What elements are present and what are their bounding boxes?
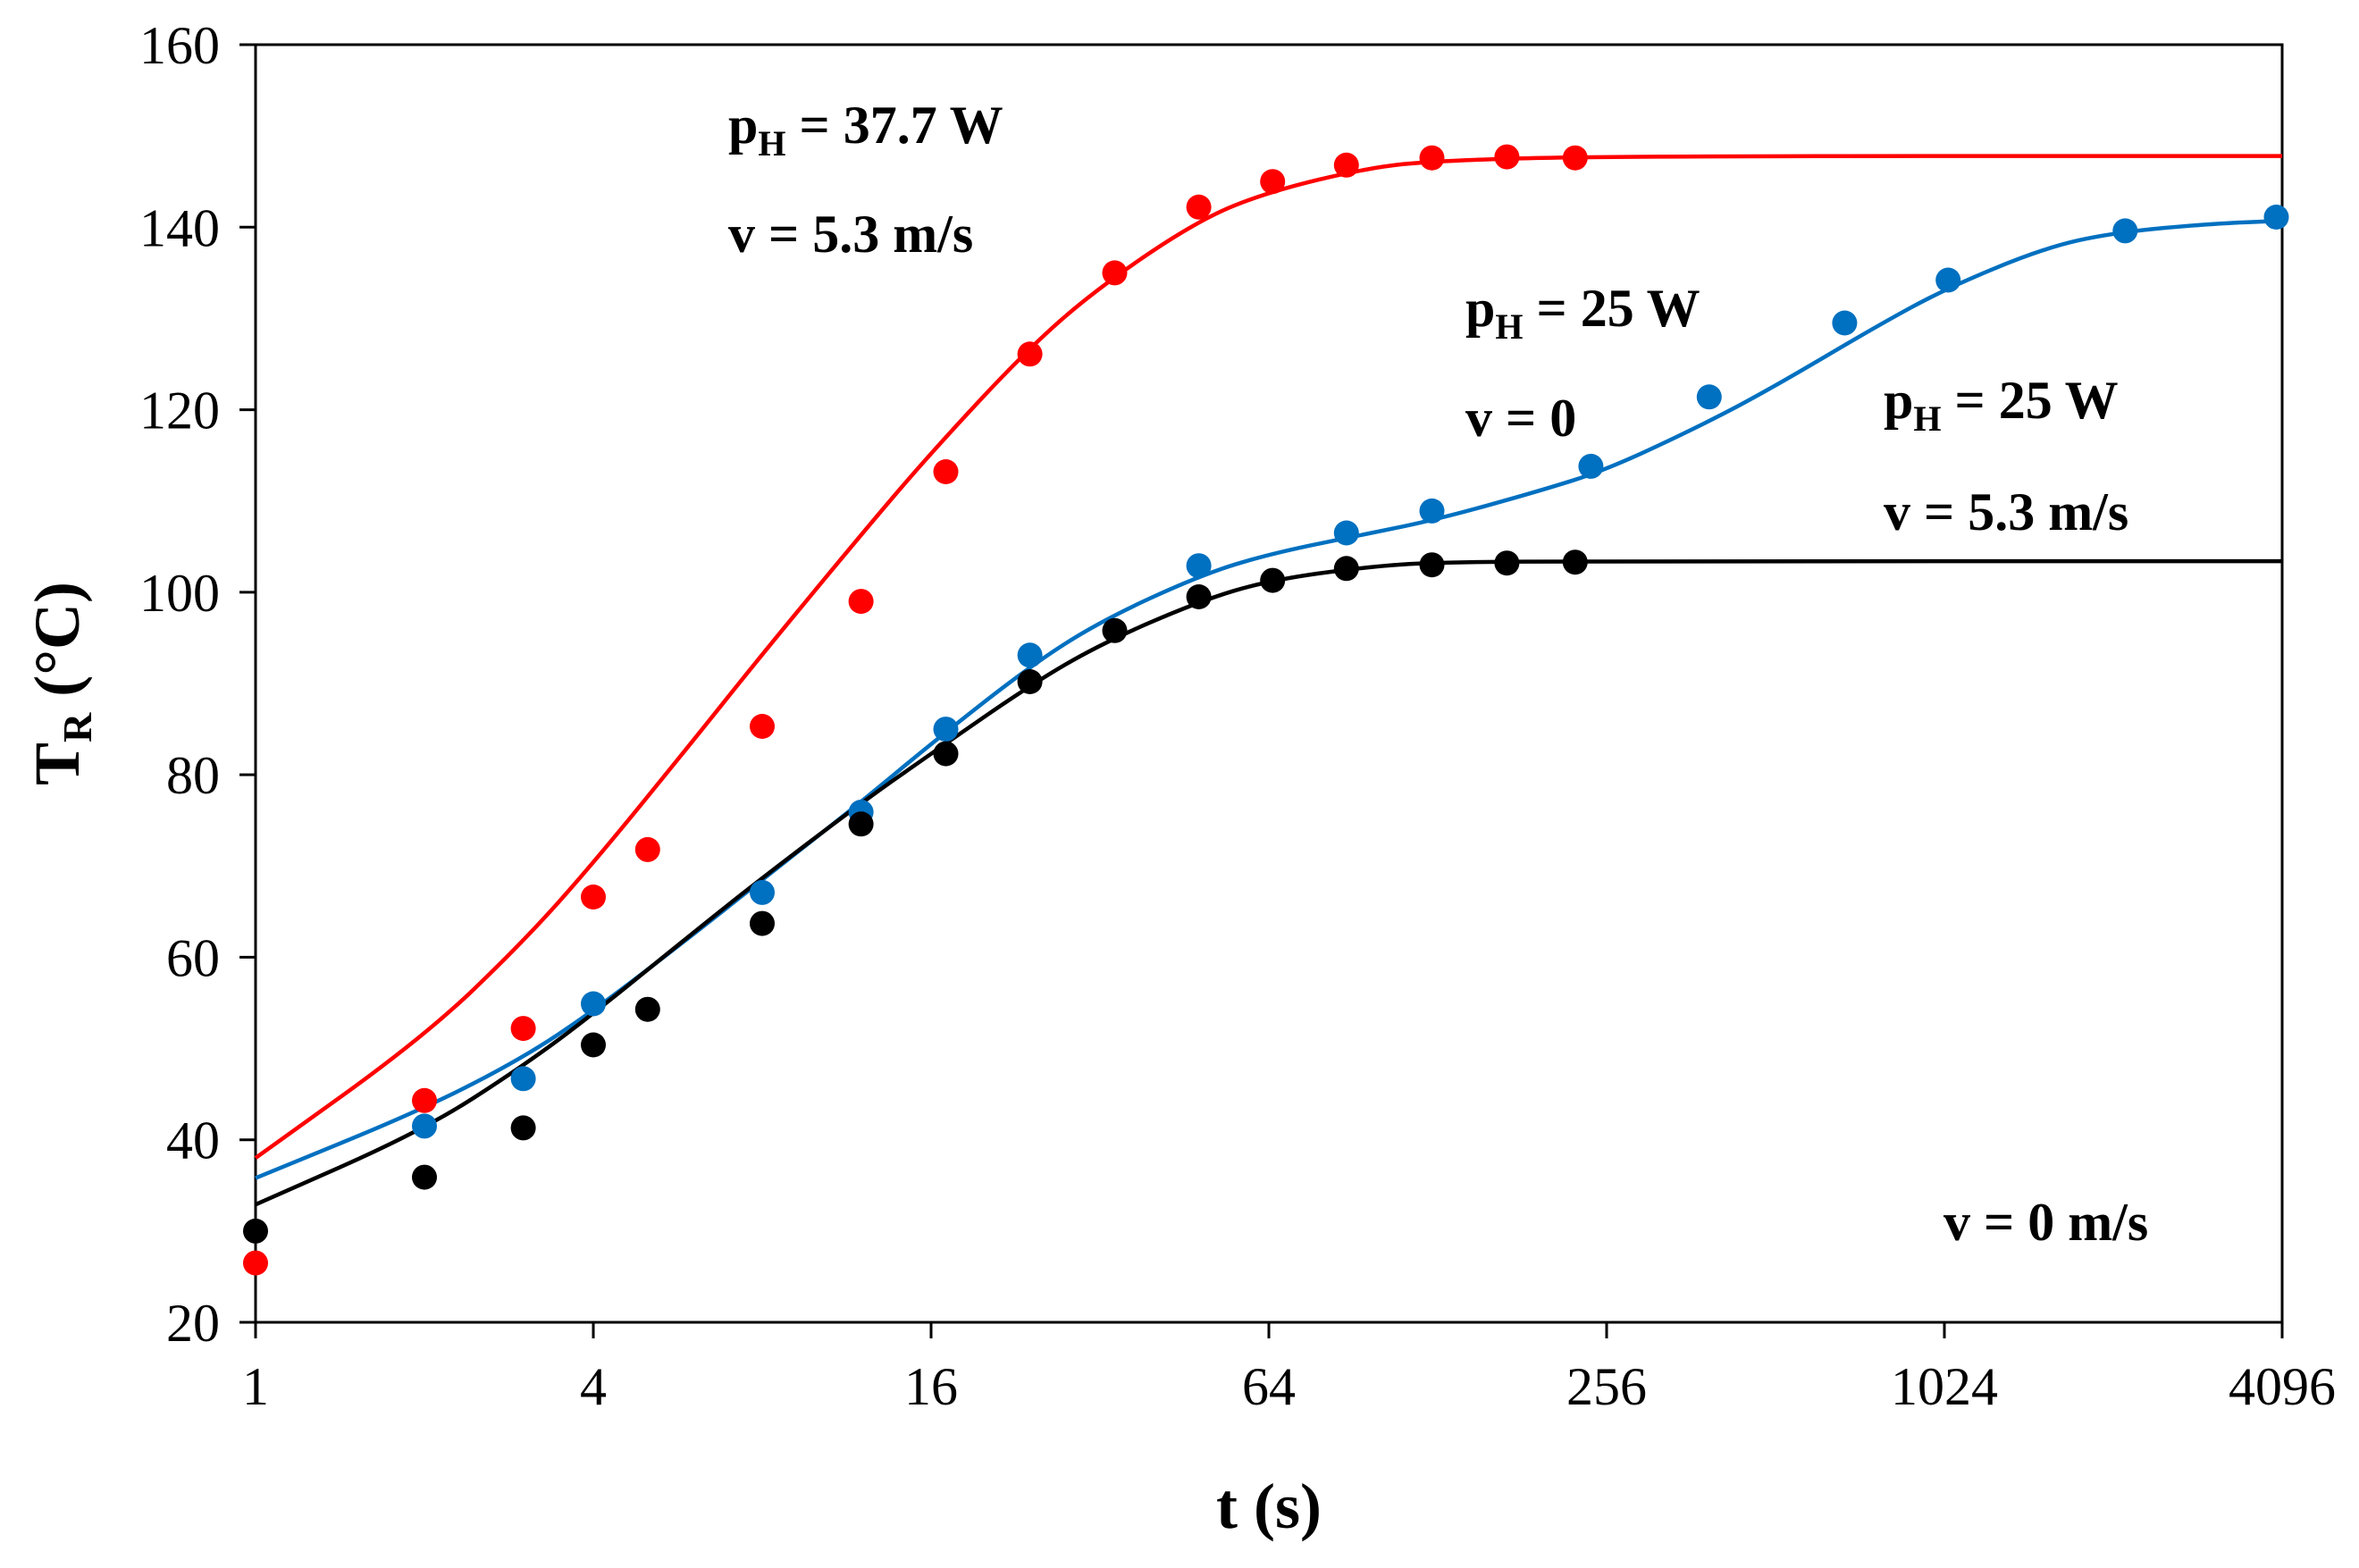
data-point-series-1: [1832, 310, 1858, 336]
annotation-ph-37-7-p: p: [728, 96, 758, 155]
data-point-series-2: [243, 1218, 268, 1244]
data-point-series-1: [2263, 205, 2289, 230]
fit-curves: [254, 154, 2283, 1207]
annotation-v-0-ms: v = 0 m/s: [1943, 1193, 2148, 1252]
x-tick-label: 256: [1566, 1357, 1647, 1416]
data-point-series-2: [1419, 552, 1445, 578]
data-point-series-1: [1186, 553, 1212, 579]
annotation-ph-25-black: pH = 25 W: [1884, 371, 2119, 439]
data-points: [243, 144, 2289, 1276]
data-point-series-2: [510, 1115, 536, 1141]
data-point-series-1: [1696, 384, 1722, 410]
data-point-series-1: [1419, 498, 1445, 524]
x-axis-title: t (s): [1216, 1471, 1322, 1542]
y-axis-title-main: T: [21, 742, 93, 785]
data-point-series-1: [1017, 642, 1043, 668]
annotation-ph-37-7: pH = 37.7 W: [728, 96, 1003, 164]
data-point-series-2: [1333, 556, 1359, 582]
annotation-v-5-3-red: v = 5.3 m/s: [728, 205, 973, 264]
data-point-series-0: [1333, 152, 1359, 178]
data-point-series-0: [510, 1016, 536, 1042]
y-axis-title-unit: (°C): [21, 582, 93, 713]
axis-ticks: 1 4 16 64 256 1024 4096 20 40 60 80 100 120 140 160: [139, 16, 2336, 1416]
data-point-series-0: [243, 1250, 268, 1276]
data-point-series-2: [750, 910, 775, 936]
data-point-series-0: [848, 589, 874, 615]
data-point-series-2: [1494, 550, 1520, 576]
data-point-series-1: [510, 1066, 536, 1092]
data-point-series-0: [634, 836, 660, 862]
data-point-series-1: [1578, 453, 1604, 479]
data-point-series-0: [412, 1087, 437, 1113]
data-point-series-2: [581, 1032, 606, 1058]
y-axis-title-subscript: R: [55, 712, 100, 742]
data-point-series-0: [1260, 169, 1286, 195]
data-point-series-1: [933, 717, 959, 742]
data-point-series-0: [581, 885, 606, 910]
annotation-ph-25-blue-p: p: [1465, 279, 1495, 338]
fit-curve-series-2: [255, 558, 2282, 1207]
annotation-ph-25-black-rest: = 25 W: [1942, 371, 2119, 430]
x-tick-label: 4096: [2229, 1357, 2336, 1416]
data-point-series-2: [848, 811, 874, 837]
x-tick-label: 1024: [1891, 1357, 1998, 1416]
data-point-series-0: [1562, 145, 1588, 171]
data-point-series-0: [1419, 145, 1445, 171]
annotation-ph-37-7-sub: H: [758, 123, 785, 164]
x-tick-label: 1: [242, 1357, 269, 1416]
data-point-series-2: [933, 741, 959, 767]
data-point-series-1: [581, 991, 606, 1017]
annotation-v-0-blue: v = 0: [1465, 389, 1576, 448]
data-point-series-0: [1186, 194, 1212, 220]
x-tick-label: 64: [1242, 1357, 1296, 1416]
data-point-series-2: [412, 1164, 437, 1190]
data-point-series-2: [1260, 567, 1286, 593]
data-point-series-1: [2112, 218, 2138, 244]
data-point-series-2: [1102, 617, 1128, 643]
data-point-series-0: [1494, 144, 1520, 170]
data-point-series-1: [750, 879, 775, 905]
fit-curve-series-1: [255, 218, 2283, 1180]
y-tick-label: 40: [166, 1111, 220, 1170]
annotation-ph-25-black-sub: H: [1913, 398, 1941, 439]
y-tick-label: 80: [166, 746, 220, 805]
data-point-series-1: [1333, 520, 1359, 546]
data-point-series-2: [634, 996, 660, 1022]
x-tick-label: 16: [904, 1357, 958, 1416]
y-axis-title: TR (°C): [21, 582, 100, 785]
data-point-series-0: [1102, 260, 1128, 286]
data-point-series-1: [412, 1113, 437, 1139]
data-point-series-2: [1562, 549, 1588, 575]
annotation-ph-25-black-p: p: [1884, 371, 1913, 430]
annotation-ph-37-7-rest: = 37.7 W: [786, 96, 1003, 155]
annotation-ph-25-blue-sub: H: [1495, 306, 1523, 347]
data-point-series-2: [1186, 584, 1212, 609]
data-point-series-1: [1935, 267, 1961, 293]
data-point-series-0: [1017, 341, 1043, 367]
y-tick-label: 160: [139, 16, 220, 75]
annotation-ph-25-blue: pH = 25 W: [1465, 279, 1700, 347]
y-tick-label: 100: [139, 564, 220, 623]
y-tick-label: 60: [166, 928, 220, 987]
data-point-series-0: [933, 459, 959, 484]
x-tick-label: 4: [580, 1357, 607, 1416]
plot-area-frame: [254, 43, 2284, 1324]
fit-curve-series-0: [254, 154, 2282, 1160]
annotation-v-5-3-black: v = 5.3 m/s: [1884, 482, 2128, 541]
y-tick-label: 20: [166, 1294, 220, 1353]
annotation-ph-25-blue-rest: = 25 W: [1524, 279, 1700, 338]
data-point-series-2: [1017, 669, 1043, 694]
y-tick-label: 120: [139, 382, 220, 440]
y-tick-label: 140: [139, 198, 220, 257]
data-point-series-0: [750, 714, 775, 739]
